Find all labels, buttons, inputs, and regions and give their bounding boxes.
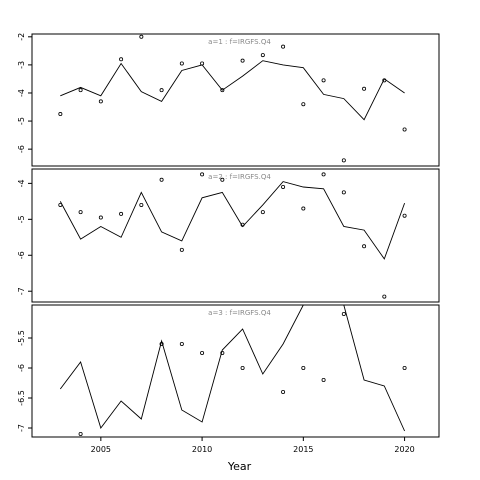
y-tick-label: -2 [17,33,26,41]
observation-point [159,341,164,346]
observation-point [260,210,265,215]
observation-point [402,365,407,370]
panel-3: a=3 : f=IRGFS.Q4 -5.5 -6 -6.5 -7 [17,304,440,438]
observation-point [159,177,164,182]
y-tick-label: -5.5 [17,330,26,346]
panel-1: a=1 : f=IRGFS.Q4 -2 -3 -4 -5 -6 [17,33,440,167]
observation-point [341,158,346,163]
y-tick-label: -6 [17,364,26,372]
observation-point [159,88,164,93]
observation-point [260,53,265,58]
observation-point [200,61,205,66]
model-fit-line [60,60,405,121]
observation-point [78,431,83,436]
observation-point [139,34,144,39]
observation-point [301,206,306,211]
panel-label: a=3 : f=IRGFS.Q4 [208,309,271,317]
observation-point [78,88,83,93]
y-tick-label: -6.5 [17,390,26,406]
observation-point [240,58,245,63]
model-fit-line [59,181,406,260]
observation-point [220,350,225,355]
observation-point [200,350,205,355]
observation-point [240,365,245,370]
observation-point [119,57,124,62]
panel-label: a=1 : f=IRGFS.Q4 [208,38,271,46]
x-tick-label: 2020 [394,445,414,454]
y-tick-label: -6 [17,251,26,259]
observation-point [281,389,286,394]
observation-point [78,210,83,215]
observation-point [200,172,205,177]
observation-point [301,102,306,107]
y-tick-label: -5 [17,117,26,125]
observation-point [220,88,225,93]
panel-frame [31,168,440,303]
observation-point [98,215,103,220]
observation-point [402,213,407,218]
model-fit-line [59,305,406,432]
observation-point [321,172,326,177]
observation-point [362,244,367,249]
y-tick-label: -4 [17,179,26,187]
observation-point [321,78,326,83]
observation-point [98,99,103,104]
observation-point [382,294,387,299]
observation-point [179,61,184,66]
x-tick-label: 2010 [192,445,212,454]
x-tick-label: 2015 [293,445,313,454]
observation-point [301,365,306,370]
observation-point [179,341,184,346]
panel-label: a=2 : f=IRGFS.Q4 [208,173,271,181]
observation-point [382,78,387,83]
observation-point [119,211,124,216]
observation-point [58,202,63,207]
observation-point [281,184,286,189]
observation-point [402,127,407,132]
y-tick-label: -7 [17,287,26,295]
panel-frame [31,304,440,438]
observation-point [362,86,367,91]
y-tick-label: -3 [17,61,26,69]
observation-point [179,247,184,252]
panel-frame [31,33,440,167]
y-tick-label: -5 [17,215,26,223]
y-tick-label: -4 [17,89,26,97]
observation-point [220,177,225,182]
x-tick-label: 2005 [91,445,111,454]
observation-point [341,311,346,316]
observation-point [281,44,286,49]
y-tick-label: -7 [17,424,26,432]
panel-2: a=2 : f=IRGFS.Q4 -4 -5 -6 -7 [17,168,440,303]
observation-point [58,112,63,117]
observation-point [321,377,326,382]
observation-point [341,190,346,195]
y-tick-label: -6 [17,145,26,153]
observation-point [240,222,245,227]
x-axis-label: Year [227,460,252,473]
observation-point [139,202,144,207]
